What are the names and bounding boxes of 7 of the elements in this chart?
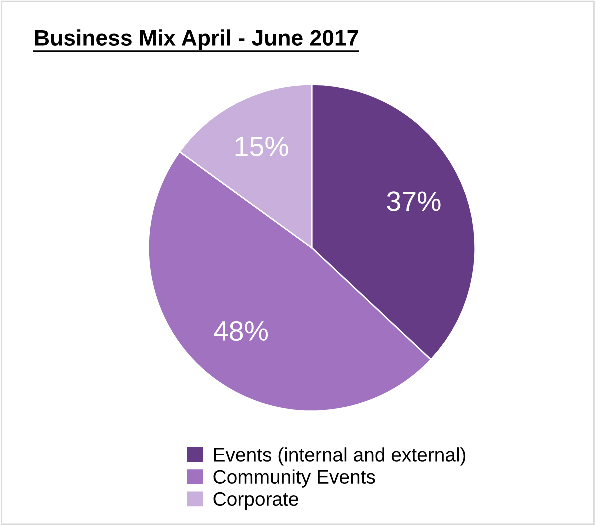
legend-label: Events (internal and external): [214, 448, 466, 466]
data-label: 15%: [236, 136, 288, 156]
chart-title: Business Mix April - June 2017: [35, 30, 358, 50]
legend-label: Corporate: [214, 492, 298, 510]
legend-label: Community Events: [214, 470, 376, 488]
data-label: 48%: [214, 321, 268, 342]
data-label: 37%: [387, 192, 441, 212]
